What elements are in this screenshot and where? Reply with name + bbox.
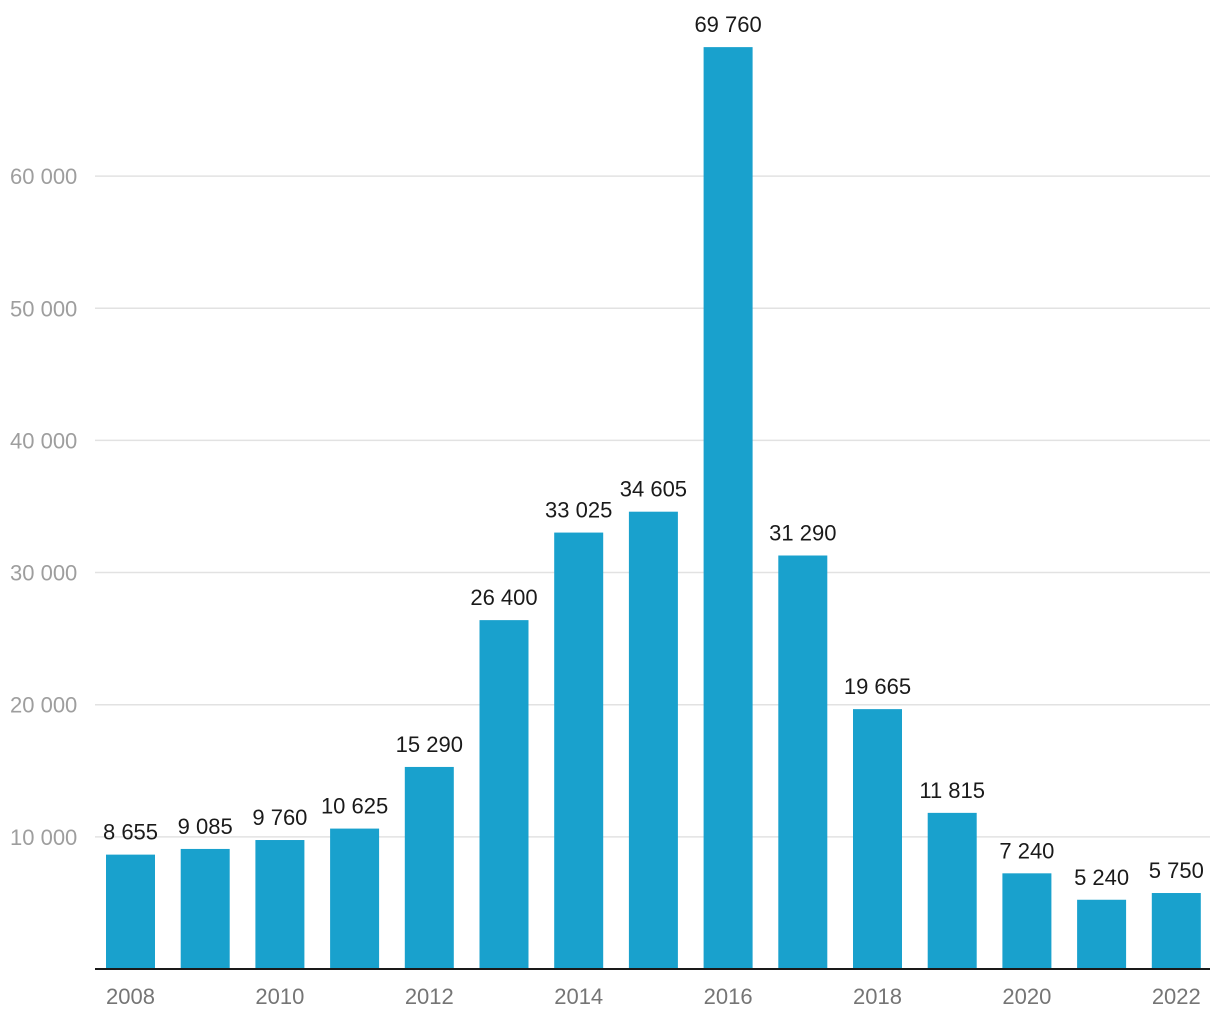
bar-2012 bbox=[404, 766, 454, 969]
data-label-2019: 11 815 bbox=[919, 778, 985, 803]
x-axis-ticks: 2008 2010 2012 2014 2016 2018 2020 2022 bbox=[106, 984, 1201, 1009]
y-axis-ticks: 10 000 20 000 30 000 40 000 50 000 60 000 bbox=[10, 164, 77, 850]
bar-2015 bbox=[628, 511, 678, 969]
bar-2021 bbox=[1077, 899, 1127, 969]
data-label-2016: 69 760 bbox=[694, 12, 761, 37]
data-labels: 8 655 9 085 9 760 10 625 15 290 26 400 33 025 3… bbox=[103, 12, 1204, 890]
y-tick-label: 10 000 bbox=[10, 825, 77, 850]
x-tick-label: 2010 bbox=[255, 984, 304, 1009]
x-tick-label: 2008 bbox=[106, 984, 155, 1009]
data-label-2009: 9 085 bbox=[178, 814, 233, 839]
bar-2018 bbox=[853, 709, 902, 969]
y-tick-label: 30 000 bbox=[10, 561, 77, 586]
y-tick-label: 40 000 bbox=[10, 428, 77, 453]
data-label-2015: 34 605 bbox=[620, 477, 687, 502]
data-label-2022: 5 750 bbox=[1149, 858, 1204, 883]
bar-2008 bbox=[106, 854, 155, 969]
data-label-2020: 7 240 bbox=[999, 838, 1054, 863]
bar-2016 bbox=[703, 47, 753, 970]
bars bbox=[106, 47, 1201, 970]
data-label-2018: 19 665 bbox=[844, 674, 911, 699]
data-label-2011: 10 625 bbox=[321, 794, 388, 819]
x-tick-label: 2022 bbox=[1152, 984, 1201, 1009]
bar-2010 bbox=[255, 840, 305, 969]
bar-2011 bbox=[330, 828, 380, 969]
bar-2020 bbox=[1002, 873, 1052, 969]
data-label-2017: 31 290 bbox=[769, 521, 836, 546]
x-tick-label: 2014 bbox=[554, 984, 603, 1009]
x-tick-label: 2018 bbox=[853, 984, 902, 1009]
y-tick-label: 60 000 bbox=[10, 164, 77, 189]
bar-2019 bbox=[927, 812, 977, 969]
data-label-2021: 5 240 bbox=[1074, 865, 1129, 890]
bar-2014 bbox=[554, 532, 604, 969]
bar-2017 bbox=[778, 555, 828, 969]
data-label-2014: 33 025 bbox=[545, 498, 612, 523]
x-tick-label: 2016 bbox=[704, 984, 753, 1009]
x-tick-label: 2020 bbox=[1002, 984, 1051, 1009]
y-tick-label: 20 000 bbox=[10, 693, 77, 718]
bar-2013 bbox=[479, 620, 529, 969]
data-label-2010: 9 760 bbox=[252, 805, 307, 830]
data-label-2012: 15 290 bbox=[396, 732, 463, 757]
y-tick-label: 50 000 bbox=[10, 296, 77, 321]
data-label-2008: 8 655 bbox=[103, 820, 158, 845]
bar-2022 bbox=[1151, 893, 1201, 969]
data-label-2013: 26 400 bbox=[470, 585, 537, 610]
x-tick-label: 2012 bbox=[405, 984, 454, 1009]
bar-2009 bbox=[180, 848, 230, 969]
